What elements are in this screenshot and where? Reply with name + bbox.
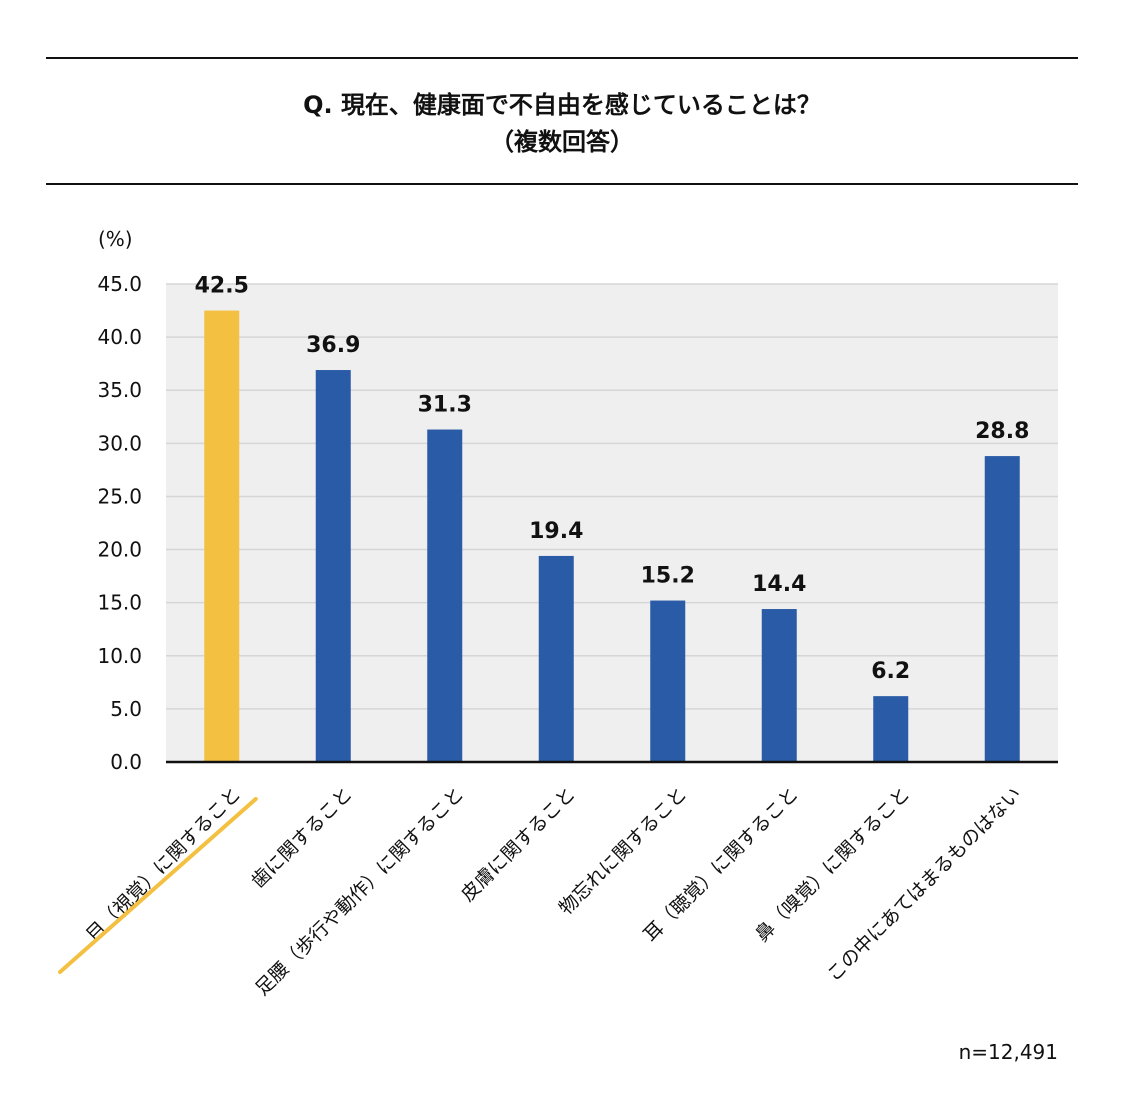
- bar: [984, 456, 1020, 762]
- bar-value-label: 15.2: [641, 564, 695, 589]
- bar-value-label: 14.4: [752, 572, 806, 597]
- x-category-label: 歯に関すること: [247, 783, 357, 893]
- top-rule: [46, 57, 1078, 59]
- bar-value-label: 31.3: [418, 393, 472, 418]
- x-category-label: この中にあてはまるものはない: [823, 783, 1026, 986]
- bar-value-label: 36.9: [306, 333, 360, 358]
- bar: [204, 310, 240, 762]
- y-tick-label: 45.0: [97, 272, 142, 296]
- chart-title-line2: （複数回答）: [490, 128, 634, 156]
- y-tick-label: 5.0: [110, 697, 142, 721]
- y-tick-label: 15.0: [97, 591, 142, 615]
- y-tick-label: 35.0: [97, 378, 142, 402]
- y-tick-label: 20.0: [97, 538, 142, 562]
- chart-title-line1: Q. 現在、健康面で不自由を感じていることは？: [303, 91, 821, 119]
- bottom-rule: [46, 183, 1078, 185]
- x-category-label: 目（視覚）に関すること: [82, 783, 245, 946]
- bar: [538, 555, 574, 762]
- plot-background: [166, 284, 1058, 762]
- x-category-label: 皮膚に関すること: [457, 783, 580, 906]
- bar: [315, 370, 351, 762]
- bar-value-label: 19.4: [529, 519, 583, 544]
- highlight-underline: [58, 797, 258, 974]
- bar-value-label: 28.8: [975, 419, 1029, 444]
- bar-value-label: 6.2: [871, 659, 910, 684]
- y-tick-label: 10.0: [97, 644, 142, 668]
- bar: [873, 696, 909, 762]
- y-axis-label: (%): [98, 227, 133, 251]
- bar: [761, 609, 797, 762]
- bar-value-label: 42.5: [195, 274, 249, 299]
- bar: [427, 429, 463, 762]
- x-category-label: 足腰（歩行や動作）に関すること: [251, 783, 468, 1000]
- sample-size-note: n=12,491: [958, 1040, 1058, 1064]
- bar: [650, 600, 686, 762]
- y-tick-label: 25.0: [97, 484, 142, 508]
- y-tick-label: 40.0: [97, 325, 142, 349]
- y-tick-label: 30.0: [97, 431, 142, 455]
- y-tick-label: 0.0: [110, 750, 142, 774]
